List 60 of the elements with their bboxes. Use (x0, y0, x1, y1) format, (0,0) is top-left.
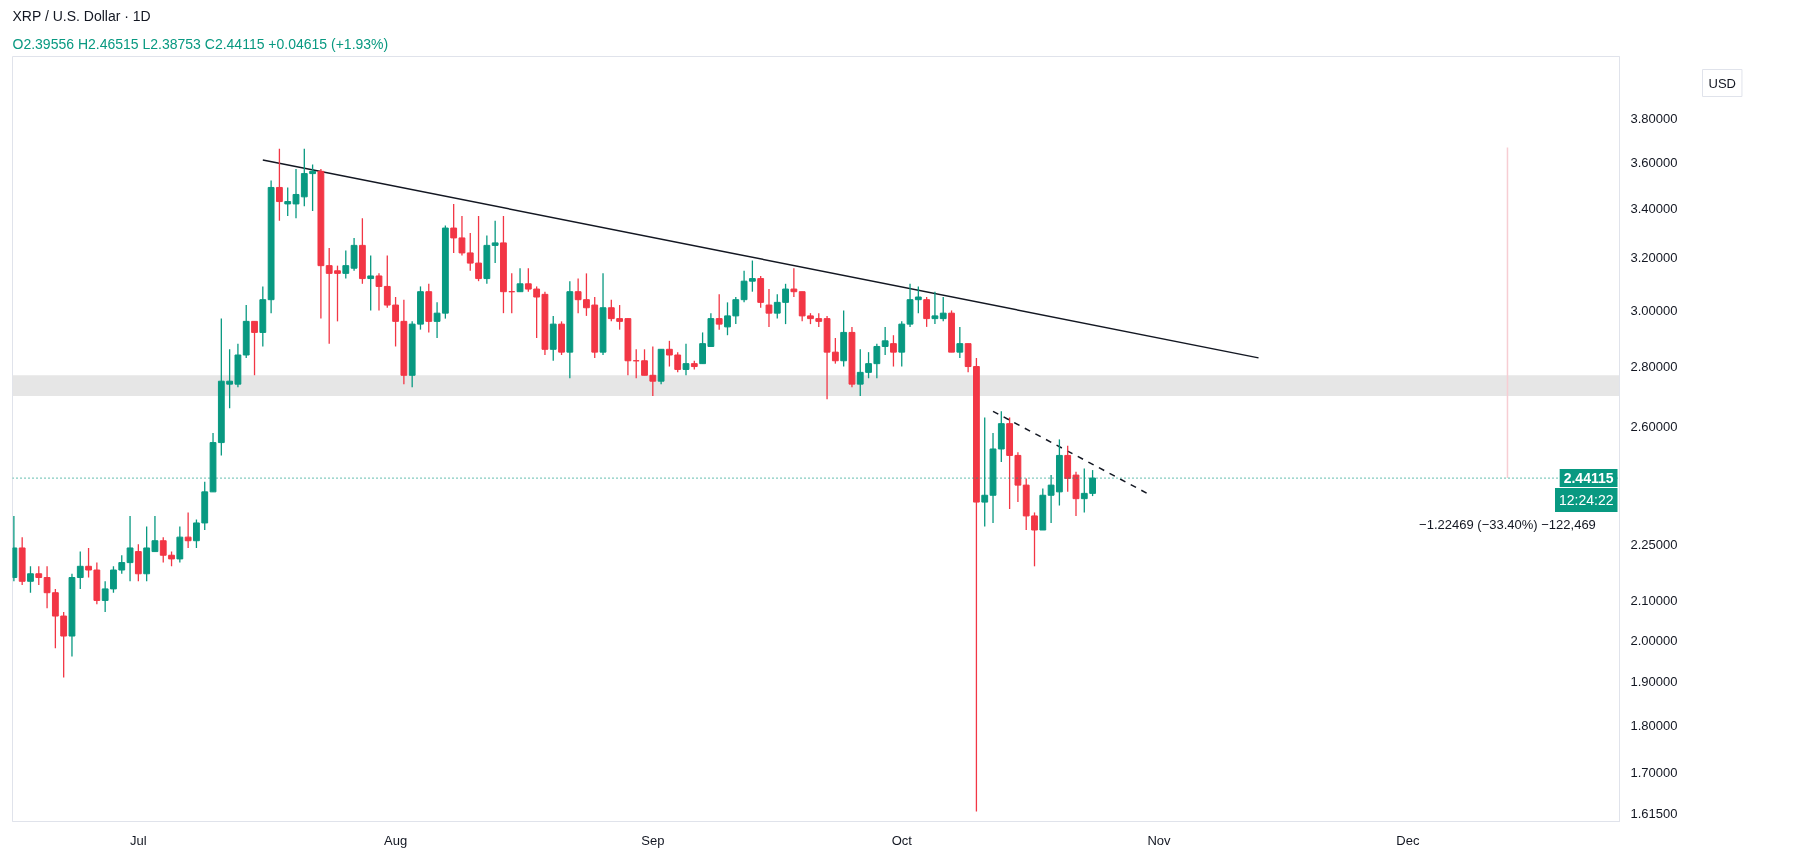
y-tick-label: 2.60000 (1630, 419, 1678, 435)
candlestick (524, 267, 532, 293)
y-tick-label: 1.70000 (1630, 764, 1678, 780)
y-tick-label: 2.10000 (1630, 592, 1678, 608)
candlestick (27, 565, 34, 594)
candlestick (914, 285, 922, 314)
candlestick (790, 267, 798, 298)
candlestick (757, 275, 765, 309)
annotation: 12:24:22 (1559, 492, 1614, 509)
candlestick (110, 565, 117, 594)
candlestick (715, 293, 723, 331)
candlestick (890, 334, 897, 368)
annotation: −1.22469 (−33.40%) −122,469 (1419, 516, 1596, 532)
candlestick (134, 543, 142, 582)
candlestick (367, 254, 375, 312)
x-tick-label: Aug (384, 832, 408, 848)
candlestick (251, 320, 258, 376)
y-tick-label: 1.80000 (1630, 718, 1678, 734)
y-tick-label: 3.00000 (1630, 302, 1678, 318)
y-tick-label: 2.25000 (1630, 536, 1678, 552)
x-tick-label: Dec (1396, 832, 1420, 848)
y-tick-label: 3.80000 (1630, 110, 1678, 126)
chart-subtitle: O2.39556 H2.46515 L2.38753 C2.44115 +0.04615 (+1.93%) (12, 35, 389, 52)
candlestick (923, 296, 931, 328)
y-tick-label: 3.20000 (1630, 250, 1678, 266)
y-tick-label: 1.61500 (1630, 806, 1678, 822)
text: USD (1708, 75, 1736, 91)
candlestick (176, 525, 184, 564)
candlestick (475, 215, 482, 282)
candlestick (184, 511, 192, 549)
candlestick (682, 342, 690, 376)
candlestick (35, 565, 43, 586)
candlestick (383, 254, 391, 309)
y-tick-label: 2.00000 (1630, 632, 1678, 648)
candlestick (350, 237, 358, 272)
candlestick (931, 291, 939, 325)
candlestick (666, 340, 673, 368)
x-tick-label: Jul (130, 832, 147, 848)
y-tick-label: 1.90000 (1630, 674, 1678, 690)
candlestick (276, 148, 283, 222)
candlestick (831, 337, 839, 365)
chart-title: XRP / U.S. Dollar · 1D (12, 7, 151, 24)
x-tick-label: Oct (891, 832, 913, 848)
candlestick (516, 267, 524, 293)
y-tick-label: 3.60000 (1630, 154, 1678, 170)
candlestick (765, 288, 773, 328)
y-tick-label: 2.80000 (1630, 359, 1678, 375)
candlestick (956, 326, 964, 359)
candlestick (60, 611, 68, 679)
ref-line-label: 2.44115 (1563, 470, 1614, 487)
x-tick-label: Sep (641, 832, 665, 848)
candlestick (939, 296, 947, 323)
x-tick-label: Nov (1147, 832, 1172, 848)
candlestick (491, 220, 499, 264)
candlestick (674, 351, 682, 374)
candlestick (881, 326, 889, 356)
y-tick-label: 3.40000 (1630, 201, 1678, 217)
candlestick (101, 580, 109, 613)
candlestick (375, 272, 383, 312)
candlestick (342, 249, 350, 280)
